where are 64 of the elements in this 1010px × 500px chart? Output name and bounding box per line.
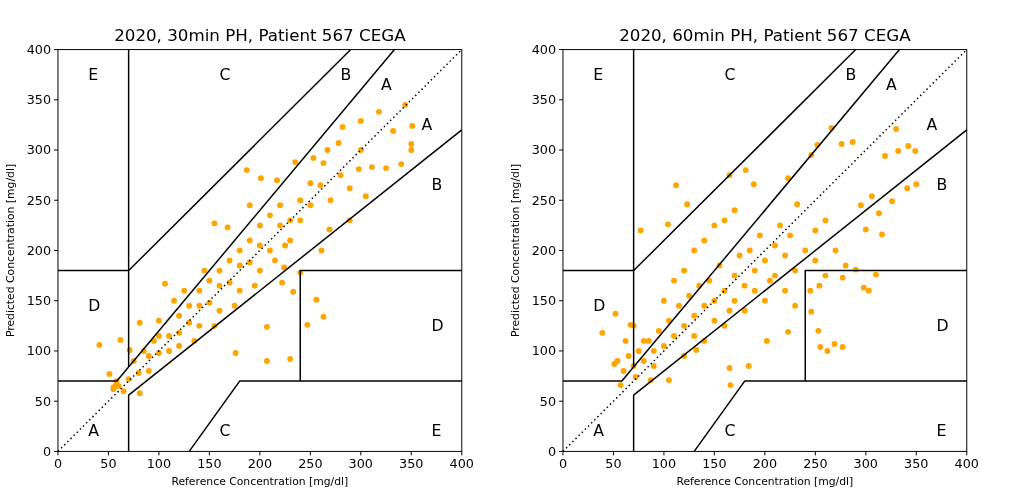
x-tick-label: 50: [100, 456, 117, 472]
x-tick-label: 300: [853, 456, 879, 472]
annotation: A: [886, 74, 898, 94]
x-tick-label: 100: [651, 456, 677, 472]
x-tick-label: 150: [702, 456, 727, 472]
annotation: E: [593, 64, 604, 84]
annotation: A: [88, 421, 100, 441]
chart-title: 2020, 60min PH, Patient 567 CEGA: [619, 24, 912, 45]
x-tick-label: 200: [752, 456, 778, 472]
annotation: C: [219, 64, 231, 84]
annotation: B: [845, 64, 857, 84]
y-tick-label: 250: [26, 192, 52, 208]
y-tick-label: 400: [531, 41, 557, 57]
y-tick-label: 200: [531, 242, 557, 258]
y-tick-label: 350: [26, 92, 52, 108]
x-tick-label: 400: [449, 456, 474, 472]
annotation: D: [593, 295, 606, 315]
annotation: B: [936, 175, 948, 195]
annotation: A: [926, 114, 938, 134]
y-tick-label: 150: [26, 293, 52, 309]
x-tick-label: 150: [197, 456, 222, 472]
y-tick-label: 0: [42, 443, 52, 459]
x-tick-label: 0: [53, 456, 63, 472]
y-tick-label: 100: [26, 343, 52, 359]
annotation: A: [421, 114, 433, 134]
y-tick-label: 250: [531, 192, 557, 208]
y-axis-title: Predicted Concentration [mg/dl]: [508, 163, 522, 338]
x-tick-label: 400: [954, 456, 979, 472]
x-tick-label: 250: [298, 456, 323, 472]
x-tick-label: 350: [904, 456, 929, 472]
y-tick-label: 0: [547, 443, 557, 459]
annotation: C: [724, 64, 736, 84]
annotation: A: [381, 74, 393, 94]
y-tick-label: 100: [531, 343, 557, 359]
x-tick-label: 50: [605, 456, 622, 472]
x-axis-title: Reference Concentration [mg/dl]: [171, 474, 349, 488]
y-axis-title: Predicted Concentration [mg/dl]: [3, 163, 17, 338]
y-tick-label: 150: [531, 293, 557, 309]
annotation: E: [431, 421, 442, 441]
y-tick-label: 50: [539, 393, 557, 409]
x-tick-label: 100: [146, 456, 172, 472]
x-axis-title: Reference Concentration [mg/dl]: [676, 474, 854, 488]
x-tick-label: 0: [558, 456, 568, 472]
x-tick-label: 300: [348, 456, 374, 472]
annotation: C: [219, 421, 231, 441]
y-tick-label: 300: [531, 142, 557, 158]
annotation: A: [593, 421, 605, 441]
annotation: B: [340, 64, 352, 84]
annotation: E: [88, 64, 99, 84]
annotation: B: [431, 175, 443, 195]
annotation: C: [724, 421, 736, 441]
y-tick-label: 350: [531, 92, 557, 108]
x-tick-label: 200: [247, 456, 273, 472]
annotation: E: [936, 421, 947, 441]
y-tick-label: 300: [26, 142, 52, 158]
y-tick-label: 200: [26, 242, 52, 258]
annotation: D: [936, 315, 949, 335]
y-tick-label: 50: [34, 393, 52, 409]
chart-title: 2020, 30min PH, Patient 567 CEGA: [114, 24, 407, 45]
annotation: D: [431, 315, 444, 335]
y-tick-label: 400: [26, 41, 52, 57]
x-tick-label: 350: [399, 456, 424, 472]
annotation: D: [88, 295, 101, 315]
x-tick-label: 250: [803, 456, 828, 472]
